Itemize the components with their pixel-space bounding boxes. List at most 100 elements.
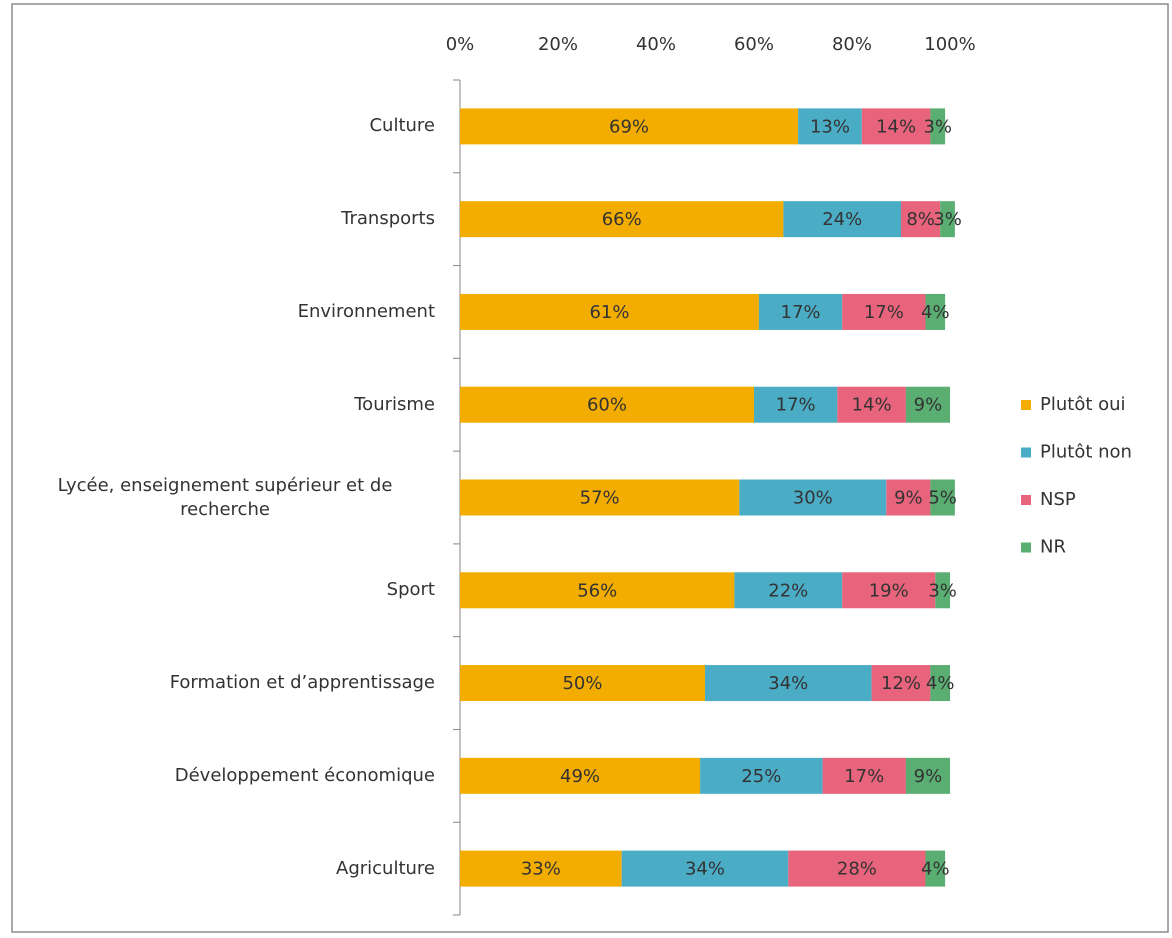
data-label: 24% (822, 209, 862, 230)
bar-segment (822, 757, 906, 794)
y-tick-label-box: Lycée, enseignement supérieur et de rech… (15, 468, 435, 528)
y-tick-label: Tourisme (354, 393, 435, 415)
y-tick-label: Sport (386, 579, 435, 601)
y-tick-label: Culture (369, 115, 435, 137)
data-label: 17% (781, 302, 821, 323)
x-tick-label: 60% (734, 34, 774, 55)
data-label: 9% (914, 766, 943, 787)
y-tick-label-box: Environnement (15, 282, 435, 342)
data-label: 14% (852, 395, 892, 416)
data-label: 34% (768, 673, 808, 694)
bar-segment (930, 108, 946, 145)
y-tick-label: Développement économique (174, 764, 435, 786)
data-label: 17% (844, 766, 884, 787)
data-label: 14% (876, 116, 916, 137)
data-label: 3% (923, 116, 952, 137)
data-label: 34% (685, 859, 725, 880)
bar-segment (460, 479, 740, 516)
data-label: 60% (587, 395, 627, 416)
bar-segment (460, 108, 799, 145)
data-label: 33% (521, 859, 561, 880)
y-tick-label-box: Transports (15, 189, 435, 249)
legend-label: Plutôt non (1040, 442, 1132, 463)
legend-swatch (1021, 542, 1031, 553)
bar-segment (460, 201, 784, 238)
y-tick-label-box: Développement économique (15, 746, 435, 806)
data-label: 3% (933, 209, 962, 230)
data-label: 50% (562, 673, 602, 694)
data-label: 9% (894, 488, 923, 509)
x-tick-label: 100% (924, 34, 975, 55)
data-label: 49% (560, 766, 600, 787)
bar-segment (460, 293, 759, 330)
data-label: 17% (776, 395, 816, 416)
bar-segment (930, 479, 955, 516)
data-label: 25% (741, 766, 781, 787)
legend-swatch (1021, 447, 1031, 458)
bar-segment (925, 850, 946, 887)
data-label: 28% (837, 859, 877, 880)
bar-segment (935, 572, 950, 609)
y-tick-label: Formation et d’apprentissage (169, 672, 435, 694)
data-label: 56% (577, 580, 617, 601)
bar-segment (940, 201, 955, 238)
bar-segment (925, 293, 946, 330)
y-tick-label-box: Sport (15, 560, 435, 620)
data-label: 4% (926, 673, 955, 694)
data-label: 8% (906, 209, 935, 230)
data-label: 69% (609, 116, 649, 137)
bar-segment (901, 201, 941, 238)
x-tick-label: 80% (832, 34, 872, 55)
y-tick-label: Environnement (297, 300, 435, 322)
data-label: 17% (864, 302, 904, 323)
bar-segment (930, 665, 950, 702)
data-label: 9% (914, 395, 943, 416)
y-tick-label: Transports (341, 208, 435, 230)
data-label: 19% (869, 580, 909, 601)
data-label: 13% (810, 116, 850, 137)
bar-segment (861, 108, 931, 145)
bar-segment (783, 201, 901, 238)
bar-segment (905, 757, 950, 794)
y-tick-label-box: Culture (15, 96, 435, 156)
data-label: 61% (589, 302, 629, 323)
bar-segment (705, 665, 872, 702)
data-label: 5% (928, 488, 957, 509)
bar-segment (754, 386, 838, 423)
y-tick-label-box: Agriculture (15, 839, 435, 899)
bar-segment (734, 572, 843, 609)
bar-segment (842, 293, 926, 330)
bar-segment (739, 479, 887, 516)
data-label: 12% (881, 673, 921, 694)
bar-segment (460, 572, 735, 609)
bar-segment (788, 850, 926, 887)
bar-segment (460, 386, 754, 423)
legend-swatch (1021, 400, 1031, 410)
x-tick-label: 20% (538, 34, 578, 55)
data-label: 30% (793, 488, 833, 509)
bar-segment (460, 850, 622, 887)
legend-label: Plutôt oui (1040, 394, 1126, 415)
bar-segment (758, 293, 843, 330)
data-label: 4% (921, 859, 950, 880)
bar-segment (798, 108, 862, 145)
bar-segment (886, 479, 931, 516)
bar-segment (700, 757, 823, 794)
data-label: 22% (768, 580, 808, 601)
bar-segment (460, 757, 701, 794)
legend-label: NR (1040, 537, 1066, 558)
y-tick-label-box: Formation et d’apprentissage (15, 653, 435, 713)
bar-segment (871, 665, 931, 702)
chart-border (11, 3, 1169, 933)
bar-segment (837, 386, 906, 423)
data-label: 57% (580, 488, 620, 509)
bar-segment (621, 850, 789, 887)
y-tick-label-box: Tourisme (15, 375, 435, 435)
legend-swatch (1021, 495, 1031, 505)
bar-segment (905, 386, 950, 423)
y-tick-label: Lycée, enseignement supérieur et de rech… (57, 474, 393, 520)
data-label: 4% (921, 302, 950, 323)
data-label: 3% (928, 580, 957, 601)
